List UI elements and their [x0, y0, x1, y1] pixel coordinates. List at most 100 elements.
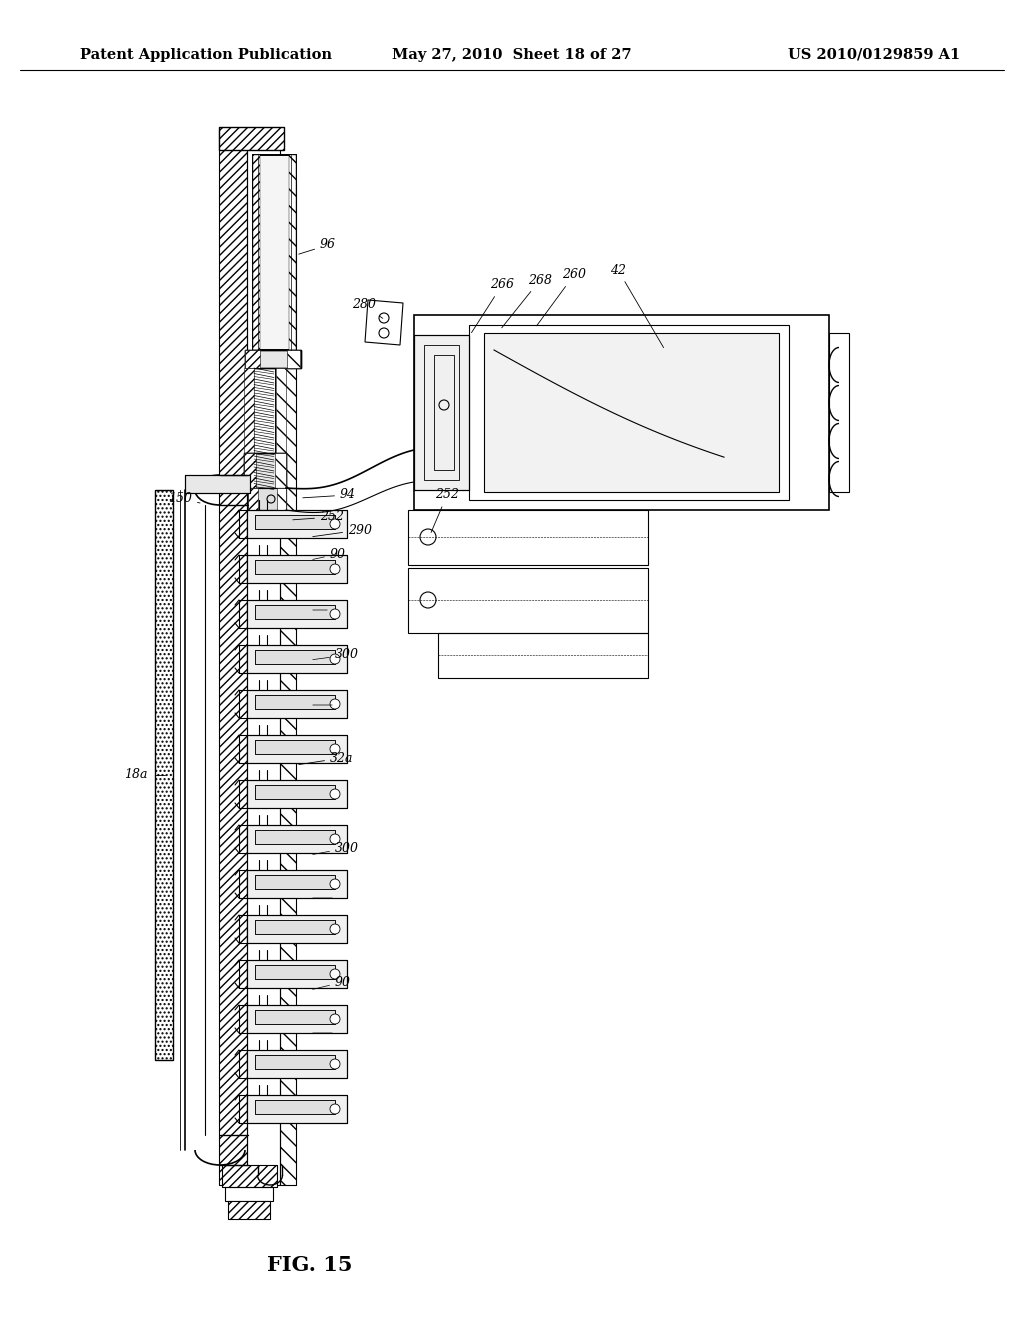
- Bar: [253, 154, 260, 350]
- Bar: [225, 1187, 273, 1201]
- Bar: [247, 690, 347, 718]
- Bar: [280, 180, 296, 1185]
- Bar: [247, 870, 347, 898]
- Circle shape: [330, 969, 340, 979]
- Bar: [247, 960, 347, 987]
- Bar: [255, 741, 335, 754]
- Bar: [255, 649, 335, 664]
- Bar: [255, 605, 335, 619]
- Circle shape: [330, 924, 340, 935]
- Bar: [253, 368, 275, 490]
- Bar: [228, 1201, 270, 1218]
- Bar: [247, 1005, 347, 1034]
- Text: 300: 300: [312, 648, 359, 661]
- Bar: [276, 368, 286, 453]
- Bar: [255, 920, 335, 935]
- Bar: [245, 350, 260, 368]
- Bar: [255, 1055, 335, 1069]
- Circle shape: [330, 834, 340, 843]
- Bar: [245, 350, 301, 368]
- Text: 290: 290: [312, 524, 372, 537]
- Bar: [408, 510, 648, 565]
- Text: 268: 268: [502, 273, 552, 327]
- Bar: [222, 1166, 278, 1187]
- Bar: [255, 560, 335, 574]
- Bar: [255, 1100, 335, 1114]
- Text: 300: 300: [312, 842, 359, 854]
- Bar: [255, 785, 335, 799]
- Text: 252: 252: [431, 488, 459, 532]
- Text: US 2010/0129859 A1: US 2010/0129859 A1: [787, 48, 961, 62]
- Bar: [155, 490, 173, 1060]
- Text: 96: 96: [299, 239, 336, 255]
- Bar: [247, 645, 347, 673]
- Bar: [255, 1010, 335, 1024]
- Circle shape: [330, 789, 340, 799]
- Bar: [247, 825, 347, 853]
- Bar: [247, 915, 347, 942]
- Bar: [255, 875, 335, 888]
- Text: 42: 42: [610, 264, 664, 347]
- Bar: [255, 1100, 335, 1114]
- Bar: [245, 350, 301, 368]
- Bar: [255, 741, 335, 754]
- Bar: [414, 335, 469, 490]
- Polygon shape: [365, 300, 403, 345]
- Bar: [255, 515, 335, 529]
- Text: 18a: 18a: [125, 768, 148, 781]
- Bar: [244, 453, 286, 488]
- Bar: [255, 515, 335, 529]
- Text: 252: 252: [293, 511, 344, 524]
- Bar: [278, 488, 286, 510]
- Bar: [247, 601, 347, 628]
- Bar: [414, 315, 829, 510]
- Bar: [247, 129, 280, 1185]
- Circle shape: [330, 519, 340, 529]
- Bar: [255, 965, 335, 979]
- Circle shape: [330, 1059, 340, 1069]
- Bar: [247, 554, 347, 583]
- Circle shape: [330, 1104, 340, 1114]
- Circle shape: [330, 700, 340, 709]
- Bar: [255, 1055, 335, 1069]
- Bar: [414, 335, 469, 490]
- Bar: [434, 355, 454, 470]
- Bar: [255, 785, 335, 799]
- Bar: [248, 488, 286, 510]
- Bar: [438, 634, 648, 678]
- Bar: [247, 601, 347, 628]
- Bar: [255, 1010, 335, 1024]
- Bar: [244, 453, 256, 488]
- Bar: [255, 560, 335, 574]
- Bar: [255, 696, 335, 709]
- Bar: [247, 960, 347, 987]
- Text: 90: 90: [312, 548, 346, 561]
- Bar: [247, 1005, 347, 1034]
- Bar: [219, 129, 247, 1185]
- Bar: [247, 645, 347, 673]
- Bar: [280, 180, 296, 1185]
- Bar: [255, 830, 335, 843]
- Bar: [829, 333, 849, 492]
- Bar: [287, 350, 300, 368]
- Bar: [247, 915, 347, 942]
- Bar: [255, 696, 335, 709]
- Bar: [219, 127, 284, 150]
- Bar: [255, 965, 335, 979]
- Bar: [289, 154, 296, 350]
- Bar: [247, 1049, 347, 1078]
- Text: May 27, 2010  Sheet 18 of 27: May 27, 2010 Sheet 18 of 27: [392, 48, 632, 62]
- Text: Patent Application Publication: Patent Application Publication: [80, 48, 332, 62]
- Bar: [244, 453, 286, 488]
- Bar: [247, 510, 347, 539]
- Bar: [228, 1201, 270, 1218]
- Bar: [248, 488, 258, 510]
- Bar: [247, 780, 347, 808]
- Bar: [185, 475, 250, 492]
- Text: 260: 260: [537, 268, 586, 326]
- Bar: [247, 735, 347, 763]
- Bar: [247, 825, 347, 853]
- Text: 266: 266: [471, 279, 514, 333]
- Bar: [219, 127, 284, 150]
- Text: 280: 280: [352, 298, 383, 318]
